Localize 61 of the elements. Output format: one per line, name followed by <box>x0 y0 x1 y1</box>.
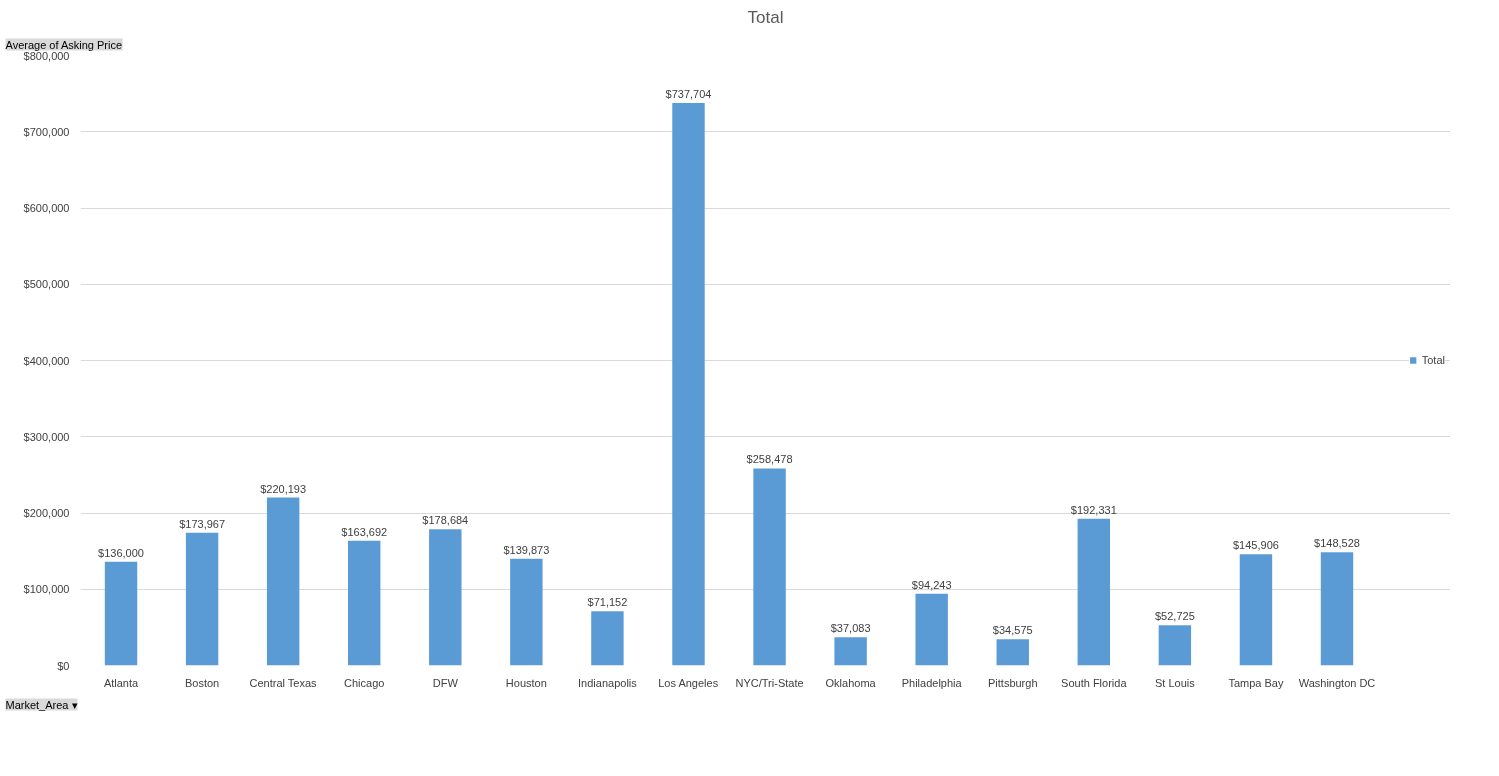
bar <box>834 637 867 666</box>
legend-label: Total <box>1421 354 1445 366</box>
y-tick-label: $700,000 <box>23 125 70 138</box>
bar <box>1158 625 1192 666</box>
bar <box>996 639 1029 666</box>
data-label: $163,692 <box>341 525 388 538</box>
x-tick-label: NYC/Tri-State <box>735 676 804 689</box>
y-tick-label: $400,000 <box>23 354 70 367</box>
bar <box>510 558 543 666</box>
y-tick-label: $300,000 <box>23 430 70 443</box>
data-label: $34,575 <box>992 624 1033 637</box>
y-tick-label: $100,000 <box>23 583 70 596</box>
x-tick-label: Tampa Bay <box>1228 676 1284 689</box>
x-tick-label: Chicago <box>344 676 385 689</box>
x-tick-label: Oklahoma <box>825 676 877 689</box>
x-tick-label: St Louis <box>1155 676 1196 689</box>
x-tick-label: Washington DC <box>1298 676 1376 689</box>
x-tick-label: Central Texas <box>249 676 318 689</box>
y-tick-label: $0 <box>57 659 70 672</box>
data-label: $220,193 <box>260 482 307 495</box>
bar <box>1320 552 1354 666</box>
x-tick-label: Philadelphia <box>901 676 963 689</box>
y-tick-label: $600,000 <box>23 202 70 214</box>
y-tick-label: $500,000 <box>23 278 70 291</box>
x-tick-label: Pittsburgh <box>987 676 1038 689</box>
data-label: $192,331 <box>1070 503 1117 516</box>
x-tick-label: South Florida <box>1061 676 1128 689</box>
x-tick-label: Atlanta <box>103 676 140 689</box>
data-label: $94,243 <box>911 578 952 591</box>
data-label: $52,725 <box>1155 610 1195 623</box>
y-tick-label: $800,000 <box>23 49 70 62</box>
bar <box>915 593 948 666</box>
x-tick-label: Boston <box>184 676 220 689</box>
bar <box>1239 554 1273 666</box>
bar <box>672 103 705 666</box>
data-label: $178,684 <box>422 514 469 527</box>
text: Average of Asking Price <box>5 38 123 51</box>
text: Market_Area ▾ <box>5 698 78 711</box>
chart-title: Total <box>747 7 784 27</box>
data-label: $136,000 <box>98 546 144 559</box>
bar <box>185 532 219 666</box>
data-label: $258,478 <box>746 453 793 466</box>
bar <box>591 611 624 666</box>
x-tick-label: Los Angeles <box>658 676 719 689</box>
bar <box>348 540 381 666</box>
data-label: $737,704 <box>665 88 712 100</box>
x-tick-label: Houston <box>505 676 547 689</box>
y-tick-label: $200,000 <box>23 507 70 519</box>
bar <box>753 468 786 666</box>
data-label: $145,906 <box>1233 539 1279 552</box>
data-label: $173,967 <box>179 517 226 530</box>
x-tick-label: DFW <box>432 676 459 689</box>
data-label: $71,152 <box>587 596 628 609</box>
data-label: $139,873 <box>503 543 550 556</box>
bar <box>1077 518 1111 666</box>
bar <box>104 561 138 666</box>
data-label: $148,528 <box>1314 537 1360 550</box>
bar <box>266 497 300 666</box>
bar <box>429 529 462 666</box>
data-label: $37,083 <box>830 622 871 635</box>
x-tick-label: Indianapolis <box>578 676 638 689</box>
